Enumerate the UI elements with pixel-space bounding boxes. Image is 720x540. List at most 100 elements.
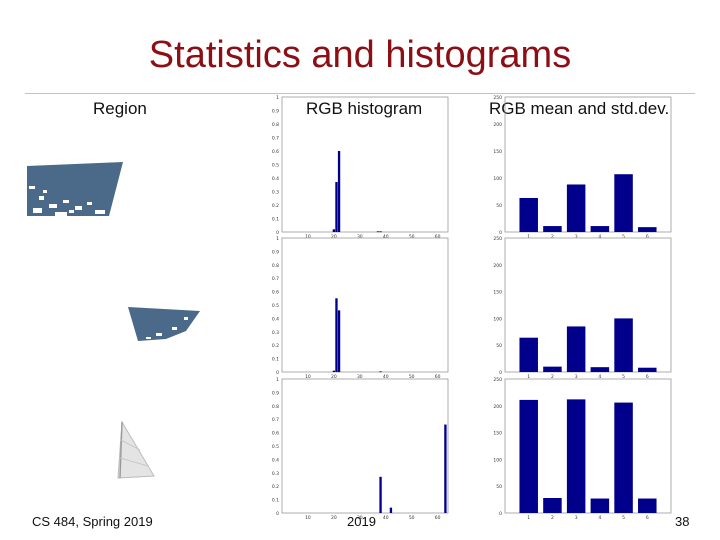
stats-1-ytick-label: 50 bbox=[496, 203, 502, 209]
stats-2-bar bbox=[590, 367, 610, 372]
hist-1-bar bbox=[332, 229, 336, 232]
region-image-3 bbox=[117, 420, 155, 479]
stats-3-bar bbox=[614, 402, 633, 513]
hist-2-ytick-label: 0.2 bbox=[272, 343, 279, 349]
stats-2-xtick-label: 1 bbox=[527, 374, 530, 380]
hist-2-ytick-label: 0 bbox=[276, 370, 279, 376]
hist-3-ytick-label: 0.4 bbox=[272, 457, 279, 463]
stats-1-bar bbox=[566, 184, 586, 232]
stats-1-bar bbox=[543, 226, 562, 232]
stats-3-xtick-label: 1 bbox=[527, 515, 530, 521]
hist-2-ytick-label: 0.4 bbox=[272, 316, 279, 322]
stats-2-ytick-label: 100 bbox=[493, 316, 502, 322]
hist-2-ytick-label: 0.1 bbox=[272, 357, 279, 363]
hist-3-xtick-label: 40 bbox=[383, 515, 389, 521]
hist-3-ytick-label: 0.6 bbox=[272, 431, 279, 437]
title-divider bbox=[25, 93, 695, 94]
hist-1-xtick-label: 50 bbox=[409, 234, 415, 240]
stats-2-bar bbox=[638, 367, 657, 372]
stats-3-xtick-label: 2 bbox=[551, 515, 554, 521]
hist-3-bar bbox=[379, 476, 382, 513]
stats-3-xtick-label: 5 bbox=[622, 515, 625, 521]
stats-1-frame bbox=[504, 96, 672, 233]
hist-2-ytick-label: 0.9 bbox=[272, 249, 279, 255]
stats-3-bar bbox=[590, 498, 610, 513]
column-header-region: Region bbox=[93, 99, 147, 118]
hist-3-xtick-label: 60 bbox=[435, 515, 441, 521]
stats-3-ytick-label: 150 bbox=[493, 431, 502, 437]
stats-1-xtick-label: 1 bbox=[527, 234, 530, 240]
stats-3-ytick-label: 250 bbox=[493, 377, 502, 383]
hist-1-ytick-label: 0.5 bbox=[272, 163, 279, 169]
hist-2-ytick-label: 1 bbox=[276, 236, 279, 242]
stats-2-ytick-label: 50 bbox=[496, 343, 502, 349]
hist-1-ytick-label: 0 bbox=[276, 230, 279, 236]
stats-3-xtick-label: 6 bbox=[646, 515, 649, 521]
column-header-rgb-mean-std: RGB mean and std.dev. bbox=[489, 99, 670, 118]
stats-3-frame bbox=[504, 378, 672, 514]
region-image-1 bbox=[27, 162, 123, 216]
stats-3-ytick-label: 50 bbox=[496, 484, 502, 490]
hist-2-xtick-label: 40 bbox=[383, 374, 389, 380]
hist-3-ytick-label: 0.1 bbox=[272, 498, 279, 504]
stats-1-bar bbox=[614, 174, 633, 232]
stats-3-bar bbox=[543, 497, 562, 513]
stats-2-ytick-label: 200 bbox=[493, 263, 502, 269]
hist-2-xtick-label: 10 bbox=[305, 374, 311, 380]
hist-1-ytick-label: 0.8 bbox=[272, 122, 279, 128]
hist-3-ytick-label: 0.2 bbox=[272, 484, 279, 490]
stats-1-bar bbox=[638, 227, 657, 232]
hist-2-bar bbox=[337, 310, 341, 372]
hist-1-xtick-label: 10 bbox=[305, 234, 311, 240]
slide-title: Statistics and histograms bbox=[148, 34, 572, 76]
hist-3-xtick-label: 50 bbox=[409, 515, 415, 521]
stats-2-bar bbox=[614, 318, 633, 372]
hist-3-ytick-label: 0.5 bbox=[272, 444, 279, 450]
hist-3-ytick-label: 0.7 bbox=[272, 417, 279, 423]
hist-1-ytick-label: 0.6 bbox=[272, 149, 279, 155]
page-number: 38 bbox=[675, 514, 690, 529]
stats-1-ytick-label: 100 bbox=[493, 176, 502, 182]
stats-1-ytick-label: 150 bbox=[493, 149, 502, 155]
hist-1-ytick-label: 0.2 bbox=[272, 203, 279, 209]
hist-3-ytick-label: 0.8 bbox=[272, 404, 279, 410]
stats-3-ytick-label: 0 bbox=[499, 511, 502, 517]
hist-2-bar bbox=[335, 298, 338, 372]
hist-1-xtick-label: 30 bbox=[357, 234, 363, 240]
stats-1-xtick-label: 6 bbox=[646, 234, 649, 240]
stats-1-xtick-label: 3 bbox=[575, 234, 578, 240]
stats-2-xtick-label: 2 bbox=[551, 374, 554, 380]
stats-3-bar bbox=[638, 498, 657, 513]
stats-1-xtick-label: 2 bbox=[551, 234, 554, 240]
hist-3-ytick-label: 0.3 bbox=[272, 471, 279, 477]
hist-2-ytick-label: 0.3 bbox=[272, 330, 279, 336]
stats-1-ytick-label: 250 bbox=[493, 95, 502, 101]
hist-1-bar bbox=[376, 231, 380, 233]
hist-2-xtick-label: 50 bbox=[409, 374, 415, 380]
hist-2-ytick-label: 0.6 bbox=[272, 290, 279, 296]
hist-2-ytick-label: 0.5 bbox=[272, 303, 279, 309]
hist-1-xtick-label: 40 bbox=[383, 234, 389, 240]
hist-1-ytick-label: 0.1 bbox=[272, 217, 279, 223]
stats-2-xtick-label: 6 bbox=[646, 374, 649, 380]
stats-2-bar bbox=[566, 326, 586, 372]
hist-3-frame bbox=[281, 378, 449, 514]
stats-3-bar bbox=[566, 399, 586, 513]
hist-3-xtick-label: 10 bbox=[305, 515, 311, 521]
hist-3-ytick-label: 0.9 bbox=[272, 390, 279, 396]
hist-1-xtick-label: 60 bbox=[435, 234, 441, 240]
hist-2-ytick-label: 0.8 bbox=[272, 263, 279, 269]
hist-2-ytick-label: 0.7 bbox=[272, 276, 279, 282]
stats-1-bar bbox=[519, 197, 538, 232]
hist-2-bar bbox=[332, 370, 336, 372]
stats-2-ytick-label: 0 bbox=[499, 370, 502, 376]
hist-2-xtick-label: 30 bbox=[357, 374, 363, 380]
stats-2-ytick-label: 250 bbox=[493, 236, 502, 242]
stats-1-bar bbox=[590, 226, 610, 232]
hist-1-ytick-label: 0.3 bbox=[272, 190, 279, 196]
stats-2-xtick-label: 5 bbox=[622, 374, 625, 380]
region-image-2 bbox=[128, 307, 200, 341]
footer-year: 2019 bbox=[347, 514, 376, 529]
stats-1-xtick-label: 5 bbox=[622, 234, 625, 240]
